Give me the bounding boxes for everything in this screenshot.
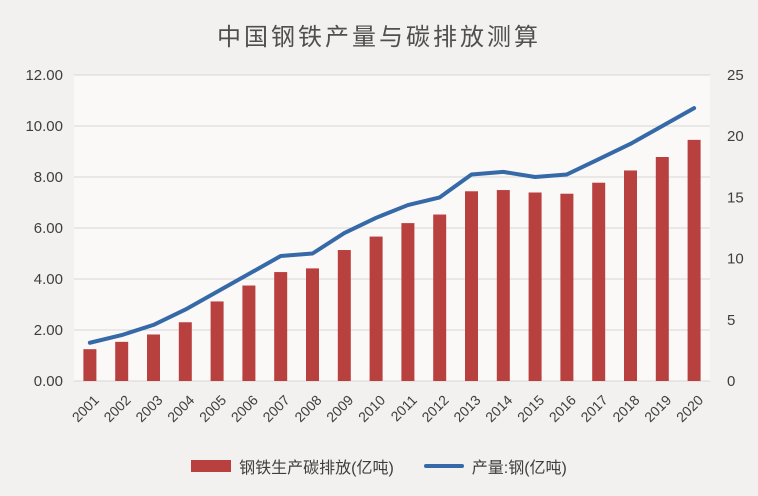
x-axis-label-2003: 2003 [132, 392, 165, 425]
x-axis-label-2005: 2005 [196, 392, 229, 425]
emission-bar-2007 [274, 272, 288, 381]
legend-label-emissions: 钢铁生产碳排放(亿吨) [239, 460, 394, 477]
emission-bar-2015 [528, 192, 542, 381]
legend-item-emissions: 钢铁生产碳排放(亿吨) [191, 454, 394, 478]
x-axis-label-2020: 2020 [673, 392, 706, 425]
x-axis-label-2014: 2014 [482, 392, 515, 425]
right-axis-tick-label: 5 [727, 312, 735, 329]
emission-bar-2020 [687, 139, 701, 381]
right-axis-tick-label: 10 [727, 251, 744, 268]
emission-bar-2012 [433, 214, 447, 381]
x-axis-label-2007: 2007 [259, 392, 292, 425]
right-axis-tick-label: 15 [727, 189, 744, 206]
x-axis-label-2002: 2002 [100, 392, 133, 425]
left-axis-tick-label: 4.00 [34, 271, 63, 288]
emission-bar-2006 [242, 285, 256, 381]
right-axis-tick-label: 20 [727, 128, 744, 145]
x-axis-label-2008: 2008 [291, 392, 324, 425]
legend-bar-swatch-icon [191, 460, 232, 472]
emission-bar-2016 [560, 193, 574, 381]
x-axis-label-2016: 2016 [546, 392, 579, 425]
right-axis-tick-label: 25 [727, 67, 744, 84]
production-line [87, 106, 697, 345]
x-axis-label-2017: 2017 [577, 392, 610, 425]
chart-legend: 钢铁生产碳排放(亿吨) 产量:钢(亿吨) [0, 454, 758, 478]
left-axis-tick-label: 10.00 [25, 118, 63, 135]
x-axis-label-2019: 2019 [641, 392, 674, 425]
legend-item-production: 产量:钢(亿吨) [423, 454, 567, 478]
x-axis-label-2018: 2018 [609, 392, 642, 425]
emission-bar-2018 [624, 170, 637, 381]
emission-bar-2002 [115, 341, 129, 381]
right-axis-tick-label: 0 [727, 373, 735, 390]
legend-label-production: 产量:钢(亿吨) [471, 460, 567, 477]
x-axis-label-2001: 2001 [69, 392, 102, 425]
emission-bar-2014 [496, 190, 510, 381]
left-axis-tick-label: 8.00 [34, 169, 63, 186]
left-axis-tick-label: 12.00 [25, 67, 63, 84]
x-axis-label-2013: 2013 [450, 392, 483, 425]
emission-bar-2013 [465, 191, 478, 381]
emission-bar-2011 [401, 223, 415, 381]
left-axis-tick-label: 2.00 [34, 322, 63, 339]
left-axis-tick-label: 0.00 [34, 373, 63, 390]
legend-line-swatch-icon [423, 464, 464, 468]
emission-bar-2010 [369, 236, 383, 381]
emission-bar-2008 [306, 268, 319, 381]
left-axis-tick-label: 6.00 [34, 220, 63, 237]
chart-title: 中国钢铁产量与碳排放测算 [217, 25, 541, 51]
emission-bar-2001 [83, 349, 97, 381]
x-axis-label-2015: 2015 [514, 392, 547, 425]
emission-bar-2017 [592, 182, 606, 381]
emission-bar-2004 [178, 322, 192, 381]
emission-bar-2003 [147, 334, 160, 381]
x-axis-label-2004: 2004 [164, 392, 197, 425]
x-axis-label-2011: 2011 [387, 392, 420, 425]
x-axis-label-2012: 2012 [418, 392, 451, 425]
emission-bar-2005 [210, 301, 224, 381]
x-axis-label-2010: 2010 [355, 392, 388, 425]
x-axis-label-2006: 2006 [228, 392, 261, 425]
emission-bar-2019 [655, 157, 669, 381]
x-axis-label-2009: 2009 [323, 392, 356, 425]
combo-chart-plot: 0.00 2.00 4.00 6.00 8.00 10.00 12.00 0 5 10 15 20 25… [25, 67, 744, 425]
emission-bar-2009 [337, 250, 351, 381]
